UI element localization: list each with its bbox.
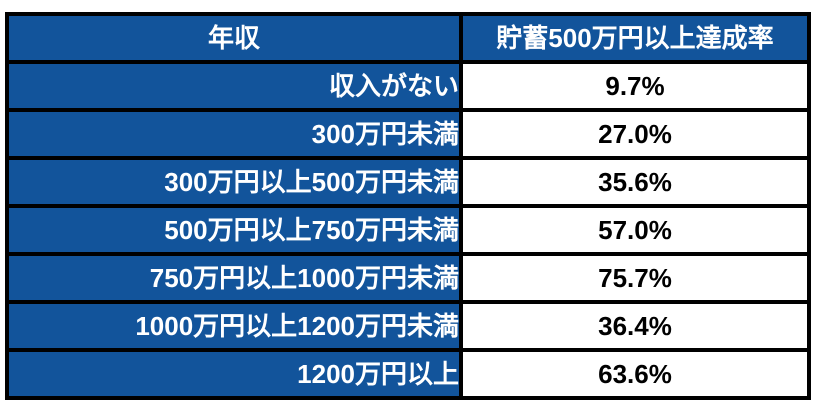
table-row: 収入がない 9.7% (5, 60, 811, 112)
table-row: 1200万円以上 63.6% (5, 348, 811, 400)
table-header-row: 年収 貯蓄500万円以上達成率 (5, 12, 811, 64)
rate-cell: 63.6% (459, 348, 811, 400)
income-cell: 1000万円以上1200万円未満 (5, 300, 463, 352)
rate-cell: 36.4% (459, 300, 811, 352)
rate-cell: 35.6% (459, 156, 811, 208)
table-body: 収入がない 9.7% 300万円未満 27.0% 300万円以上500万円未満 35.6%… (5, 60, 811, 400)
income-savings-table: 年収 貯蓄500万円以上達成率 収入がない 9.7% 300万円未満 27.0% 300… (5, 12, 811, 400)
rate-cell: 9.7% (459, 60, 811, 112)
income-cell: 1200万円以上 (5, 348, 463, 400)
header-cell-rate: 貯蓄500万円以上達成率 (459, 12, 811, 64)
table-row: 300万円以上500万円未満 35.6% (5, 156, 811, 208)
income-cell: 収入がない (5, 60, 463, 112)
income-cell: 300万円以上500万円未満 (5, 156, 463, 208)
rate-cell: 27.0% (459, 108, 811, 160)
income-cell: 750万円以上1000万円未満 (5, 252, 463, 304)
rate-cell: 57.0% (459, 204, 811, 256)
table-row: 750万円以上1000万円未満 75.7% (5, 252, 811, 304)
table-row: 300万円未満 27.0% (5, 108, 811, 160)
table-row: 500万円以上750万円未満 57.0% (5, 204, 811, 256)
header-cell-income: 年収 (5, 12, 463, 64)
income-cell: 500万円以上750万円未満 (5, 204, 463, 256)
income-cell: 300万円未満 (5, 108, 463, 160)
income-savings-table-container: 年収 貯蓄500万円以上達成率 収入がない 9.7% 300万円未満 27.0% 300… (5, 12, 811, 400)
rate-cell: 75.7% (459, 252, 811, 304)
table-row: 1000万円以上1200万円未満 36.4% (5, 300, 811, 352)
